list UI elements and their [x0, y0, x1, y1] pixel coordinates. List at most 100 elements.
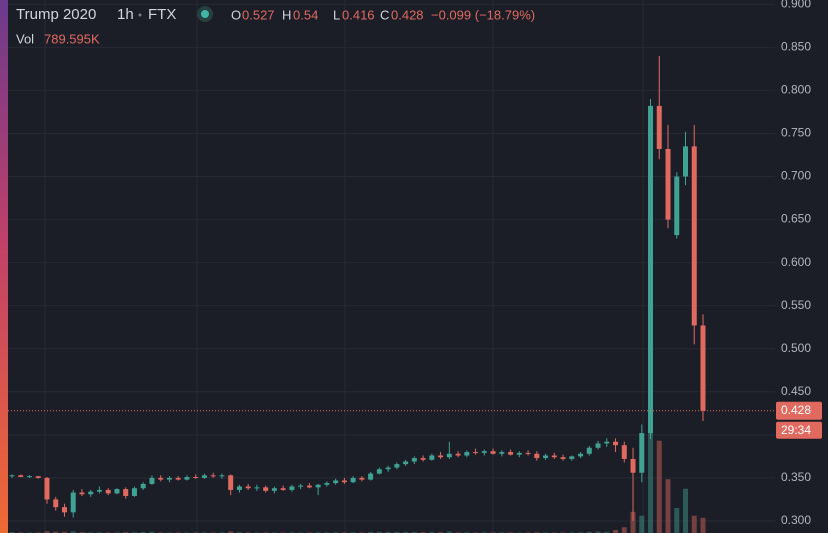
candle-body: [131, 488, 137, 496]
candle-body: [324, 483, 330, 485]
volume-bar: [446, 531, 452, 533]
countdown: 29:34: [781, 423, 811, 437]
volume-bar: [586, 531, 592, 533]
candle-body: [149, 477, 155, 484]
candle-body: [639, 433, 645, 473]
volume-bar: [665, 479, 671, 533]
candle-body: [700, 325, 706, 411]
y-tick-label: 0.900: [781, 0, 811, 10]
candle-body: [455, 453, 461, 456]
volume-bar: [674, 508, 680, 533]
candle-body: [79, 492, 85, 495]
volume-title: Vol: [16, 31, 34, 46]
candle-body: [341, 480, 347, 483]
y-tick-label: 0.650: [781, 212, 811, 226]
candle-body: [569, 456, 575, 459]
candle-body: [586, 447, 592, 454]
candle-body: [70, 492, 76, 513]
grid: [8, 0, 775, 533]
price-axis: 0.900 0.850 0.800 0.750 0.700 0.650 0.600 0.550…: [776, 0, 822, 527]
candle-body: [114, 489, 120, 494]
candle-body: [656, 105, 662, 149]
candle-body: [560, 457, 566, 459]
candle-body: [394, 464, 400, 468]
volume-bar: [53, 531, 59, 533]
candle-body: [193, 477, 199, 479]
edge-gradient: [0, 0, 8, 533]
volume-bar: [44, 531, 50, 533]
candle-body: [123, 489, 129, 496]
countdown-box: [776, 421, 822, 439]
open-label: O: [231, 7, 241, 22]
volume-bar: [394, 531, 400, 533]
candle-body: [525, 452, 531, 454]
high-value: 0.54: [293, 7, 318, 22]
candle-body: [630, 458, 636, 473]
candle-body: [184, 477, 190, 480]
volume-bar: [630, 511, 636, 533]
volume-bar: [639, 515, 645, 533]
candle-body: [289, 486, 295, 490]
candle-body: [44, 477, 50, 500]
candle-body: [18, 475, 24, 478]
volume-bar: [656, 440, 662, 533]
volume-bar: [228, 531, 234, 533]
last-price-box: [776, 401, 822, 420]
candle-body: [473, 452, 479, 454]
close-value: 0.428: [391, 7, 424, 22]
candle-body: [499, 452, 505, 454]
candle-body: [105, 489, 111, 494]
volume-bar: [70, 531, 76, 533]
candle-body: [490, 451, 496, 454]
candle-body: [166, 477, 172, 480]
y-tick-label: 0.700: [781, 169, 811, 183]
low-label: L: [333, 7, 340, 22]
y-tick-label: 0.550: [781, 298, 811, 312]
low-value: 0.416: [342, 7, 375, 22]
candle-body: [333, 480, 339, 484]
candle-body: [271, 488, 277, 491]
candle-body: [411, 458, 417, 462]
candle-body: [446, 453, 452, 458]
high-label: H: [282, 7, 291, 22]
candle-body: [280, 488, 286, 490]
candle-body: [368, 473, 374, 480]
candle-body: [158, 477, 164, 480]
candle-body: [26, 476, 32, 478]
candle-body: [516, 452, 522, 455]
candle-body: [551, 455, 557, 458]
y-tick-label: 0.350: [781, 470, 811, 484]
candle-body: [175, 477, 181, 480]
last-price-label: 0.428: [781, 403, 811, 417]
symbol: Trump 2020: [16, 6, 96, 23]
status-dot: [201, 10, 209, 18]
candle-body: [61, 507, 67, 513]
candle-body: [481, 451, 487, 453]
candle-body: [96, 489, 102, 492]
candle-body: [508, 452, 514, 455]
candle-body: [359, 477, 365, 480]
plot: [8, 55, 775, 533]
candle-body: [613, 441, 619, 446]
volume-bar: [621, 527, 627, 533]
y-tick-label: 0.800: [781, 83, 811, 97]
candle-body: [403, 461, 409, 465]
candle-body: [595, 443, 601, 448]
y-tick-label: 0.600: [781, 255, 811, 269]
candle-body: [385, 467, 391, 470]
volume-value: 789.595K: [44, 31, 100, 46]
separator: [138, 13, 142, 17]
y-tick-label: 0.450: [781, 384, 811, 398]
candle-body: [691, 146, 697, 326]
candle-body: [621, 445, 627, 459]
open-value: 0.527: [242, 7, 275, 22]
interval: 1h: [117, 6, 134, 23]
volume-bar: [700, 517, 706, 533]
volume-bar: [613, 530, 619, 533]
candle-body: [245, 486, 251, 489]
volume-bar: [61, 531, 67, 533]
candle-body: [350, 477, 356, 483]
candle-body: [438, 455, 444, 458]
